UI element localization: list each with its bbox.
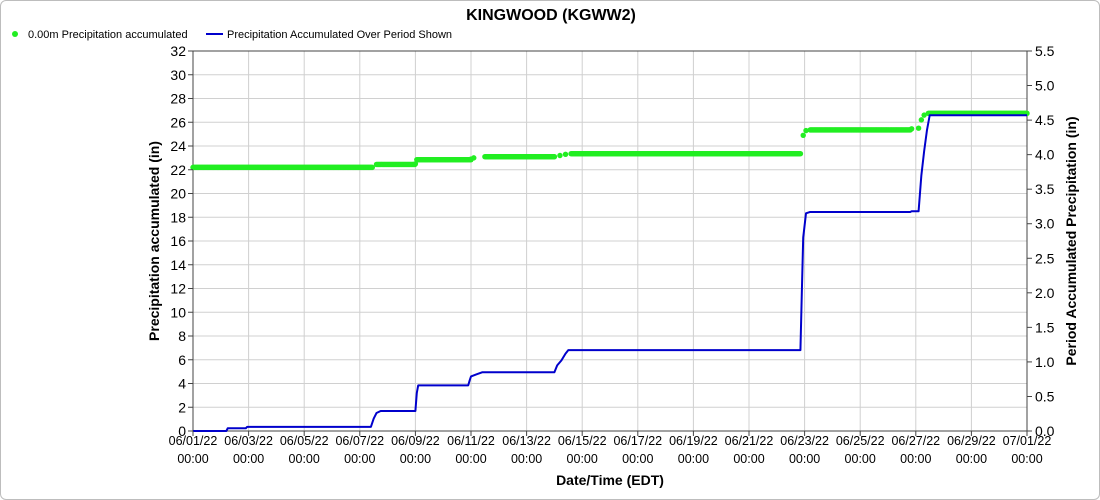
x-tick-time-3: 00:00: [344, 452, 375, 466]
y-tick-label-13: 26: [170, 114, 186, 130]
data-point-818: [908, 126, 915, 132]
y-tick-label-5: 10: [170, 304, 186, 320]
data-point-819: [915, 125, 922, 131]
x-axis-title: Date/Time (EDT): [556, 472, 664, 488]
data-point-820: [918, 117, 925, 123]
y-tick-label-1: 2: [178, 399, 186, 415]
x-tick-time-1: 00:00: [233, 452, 264, 466]
x-tick-date-7: 06/15/22: [558, 434, 607, 448]
y2-tick-label-4: 2.0: [1035, 285, 1055, 301]
x-tick-time-8: 00:00: [622, 452, 653, 466]
x-tick-date-6: 06/13/22: [502, 434, 551, 448]
y-tick-label-12: 24: [170, 138, 186, 154]
y-tick-label-8: 16: [170, 233, 186, 249]
data-point-821: [921, 112, 927, 118]
data-point-694: [797, 151, 804, 157]
x-tick-time-9: 00:00: [678, 452, 709, 466]
series-markers-precip-accumulated: [190, 110, 1030, 171]
chart-title: KINGWOOD (KGWW2): [466, 7, 636, 24]
data-point-418: [562, 151, 569, 158]
x-tick-time-12: 00:00: [845, 452, 876, 466]
x-tick-date-3: 06/07/22: [335, 434, 384, 448]
legend-marker-precip-accumulated: [12, 31, 18, 37]
x-tick-date-4: 06/09/22: [391, 434, 440, 448]
y2-tick-label-8: 4.0: [1035, 147, 1055, 163]
legend: 0.00m Precipitation accumulated Precipit…: [12, 29, 452, 41]
y2-tick-label-11: 5.5: [1035, 43, 1055, 59]
y2-axis-title: Period Accumulated Precipitation (in): [1063, 116, 1079, 365]
x-tick-time-15: 00:00: [1011, 452, 1042, 466]
y2-tick-label-10: 5.0: [1035, 78, 1055, 94]
y-tick-label-11: 22: [170, 162, 186, 178]
x-tick-date-11: 06/23/22: [780, 434, 829, 448]
y-tick-label-3: 6: [178, 352, 186, 368]
data-point-416: [551, 153, 558, 160]
x-tick-date-5: 06/11/22: [447, 434, 495, 448]
x-tick-time-13: 00:00: [900, 452, 931, 466]
x-tick-date-2: 06/05/22: [280, 434, 329, 448]
y2-tick-label-3: 1.5: [1035, 319, 1055, 335]
x-tick-date-12: 06/25/22: [836, 434, 885, 448]
legend-label-period-accumulated: Precipitation Accumulated Over Period Sh…: [227, 29, 452, 41]
y2-tick-label-6: 3.0: [1035, 216, 1055, 232]
right-axis-ticks: 0.0 0.5 1.0 1.5 2.0 2.5 3.0 3.5 4.0 4.5 5.0 5.5: [1027, 43, 1055, 439]
x-tick-date-8: 06/17/22: [613, 434, 662, 448]
y2-tick-label-0: 0.0: [1035, 423, 1055, 439]
y2-tick-label-5: 2.5: [1035, 250, 1055, 266]
data-point-215: [369, 164, 376, 171]
x-tick-date-0: 06/01/22: [169, 434, 218, 448]
x-tick-time-5: 00:00: [455, 452, 486, 466]
y2-tick-label-7: 3.5: [1035, 181, 1055, 197]
y2-tick-label-1: 0.5: [1035, 388, 1055, 404]
y-tick-label-7: 14: [170, 257, 186, 273]
series-line-period-accumulated: [193, 114, 1027, 432]
y-tick-label-4: 8: [178, 328, 186, 344]
y-tick-label-15: 30: [170, 67, 186, 83]
legend-label-precip-accumulated: 0.00m Precipitation accumulated: [28, 29, 188, 41]
x-tick-time-14: 00:00: [956, 452, 987, 466]
x-tick-date-9: 06/19/22: [669, 434, 718, 448]
y-tick-label-10: 20: [170, 186, 186, 202]
x-tick-time-11: 00:00: [789, 452, 820, 466]
data-point-417: [557, 152, 563, 159]
x-axis-ticks: 06/01/22 00:00 06/03/22 00:00 06/05/22 00:00 0…: [169, 431, 1052, 466]
data-point-263: [412, 161, 419, 167]
y-tick-label-0: 0: [178, 423, 186, 439]
data-point-695: [800, 132, 806, 139]
y-tick-label-2: 4: [178, 376, 186, 392]
x-tick-time-7: 00:00: [567, 452, 598, 466]
grid-lines: [192, 50, 1028, 432]
x-tick-time-0: 00:00: [177, 452, 208, 466]
x-tick-date-14: 06/29/22: [947, 434, 996, 448]
y2-tick-label-2: 1.0: [1035, 354, 1055, 370]
x-tick-time-10: 00:00: [733, 452, 764, 466]
x-tick-date-10: 06/21/22: [725, 434, 774, 448]
x-tick-time-2: 00:00: [289, 452, 320, 466]
y2-tick-label-9: 4.5: [1035, 112, 1055, 128]
y-axis-title: Precipitation accumulated (in): [146, 141, 162, 341]
y-tick-label-6: 12: [170, 281, 186, 297]
data-point-331: [471, 155, 477, 161]
x-tick-date-13: 06/27/22: [891, 434, 940, 448]
x-tick-date-1: 06/03/22: [224, 434, 273, 448]
x-tick-time-6: 00:00: [511, 452, 542, 466]
y-tick-label-14: 28: [170, 91, 186, 107]
x-tick-time-4: 00:00: [400, 452, 431, 466]
data-point-696: [803, 127, 809, 134]
y-tick-label-16: 32: [170, 43, 186, 59]
y-tick-label-9: 18: [170, 209, 186, 225]
x-tick-date-15: 07/01/22: [1003, 434, 1052, 448]
series-layer: [190, 110, 1030, 432]
